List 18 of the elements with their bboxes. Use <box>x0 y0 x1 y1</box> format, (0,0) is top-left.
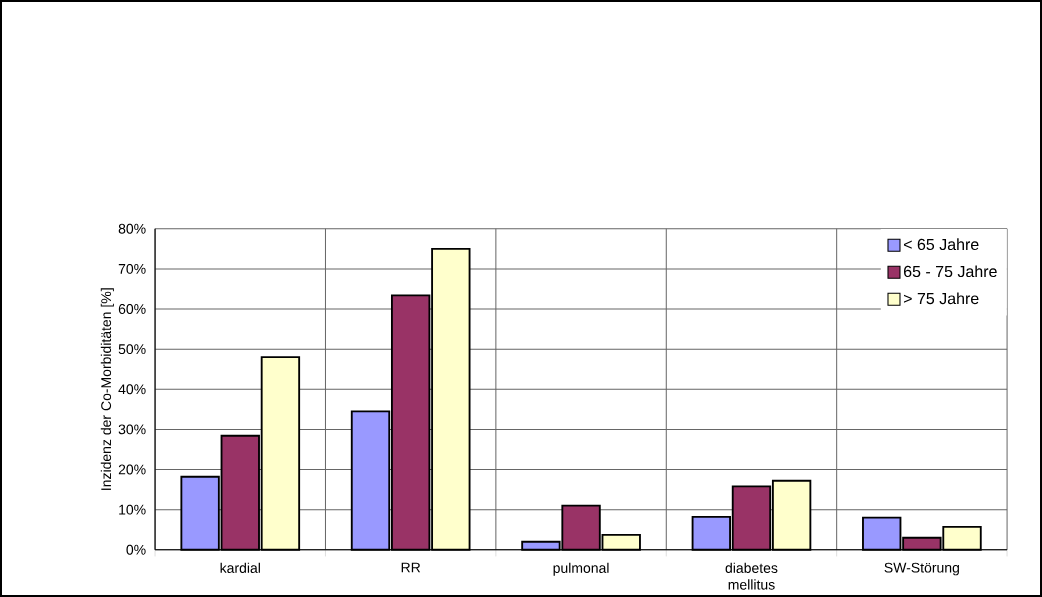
y-tick-label: 50% <box>118 344 146 355</box>
y-tick-label: 10% <box>119 504 146 515</box>
legend-label: < 65 Jahre <box>903 238 979 251</box>
y-tick-label: 60% <box>118 304 146 314</box>
legend-label: 65 - 75 Jahre <box>904 265 997 278</box>
y-tick-label: 70% <box>118 263 146 274</box>
x-tick-label: RR <box>401 562 421 573</box>
x-tick-label: SW-Störung <box>884 562 959 576</box>
legend-label: > 75 Jahre <box>903 292 979 305</box>
x-tick-label: kardial <box>220 562 260 573</box>
y-tick-label: 0% <box>126 544 146 555</box>
x-tick-label: diabetes mellitus <box>725 562 778 590</box>
x-tick-label: pulmonal <box>553 562 609 576</box>
y-tick-label: 30% <box>118 424 146 435</box>
y-tick-label: 80% <box>118 223 146 234</box>
y-axis-title: Inzidenz der Co-Morbiditäten [%] <box>100 288 114 490</box>
y-tick-label: 20% <box>118 464 146 475</box>
y-tick-label: 40% <box>118 384 146 395</box>
